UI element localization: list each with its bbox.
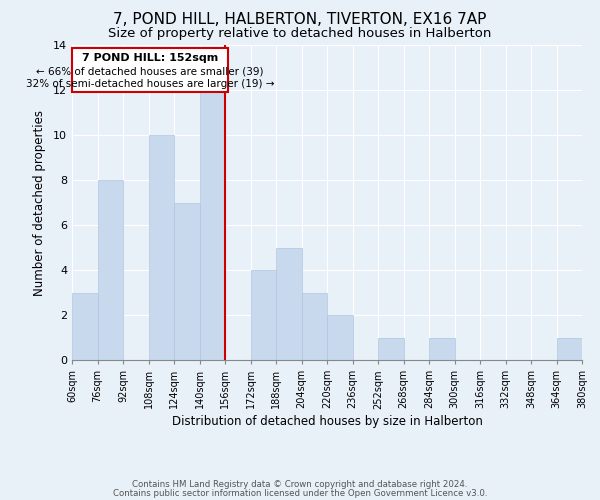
Text: 7 POND HILL: 152sqm: 7 POND HILL: 152sqm: [82, 53, 218, 63]
Text: ← 66% of detached houses are smaller (39): ← 66% of detached houses are smaller (39…: [37, 66, 264, 76]
Text: Size of property relative to detached houses in Halberton: Size of property relative to detached ho…: [109, 28, 491, 40]
FancyBboxPatch shape: [72, 48, 228, 92]
Bar: [72, 292, 97, 360]
X-axis label: Distribution of detached houses by size in Halberton: Distribution of detached houses by size …: [172, 416, 482, 428]
Text: 32% of semi-detached houses are larger (19) →: 32% of semi-detached houses are larger (…: [26, 80, 274, 90]
Bar: [251, 270, 276, 360]
Bar: [149, 135, 174, 360]
Bar: [302, 292, 327, 360]
Bar: [199, 90, 225, 360]
Bar: [557, 338, 582, 360]
Text: Contains HM Land Registry data © Crown copyright and database right 2024.: Contains HM Land Registry data © Crown c…: [132, 480, 468, 489]
Bar: [174, 202, 199, 360]
Text: Contains public sector information licensed under the Open Government Licence v3: Contains public sector information licen…: [113, 489, 487, 498]
Bar: [276, 248, 302, 360]
Bar: [97, 180, 123, 360]
Bar: [378, 338, 404, 360]
Text: 7, POND HILL, HALBERTON, TIVERTON, EX16 7AP: 7, POND HILL, HALBERTON, TIVERTON, EX16 …: [113, 12, 487, 28]
Bar: [327, 315, 353, 360]
Y-axis label: Number of detached properties: Number of detached properties: [33, 110, 46, 296]
Bar: [429, 338, 455, 360]
